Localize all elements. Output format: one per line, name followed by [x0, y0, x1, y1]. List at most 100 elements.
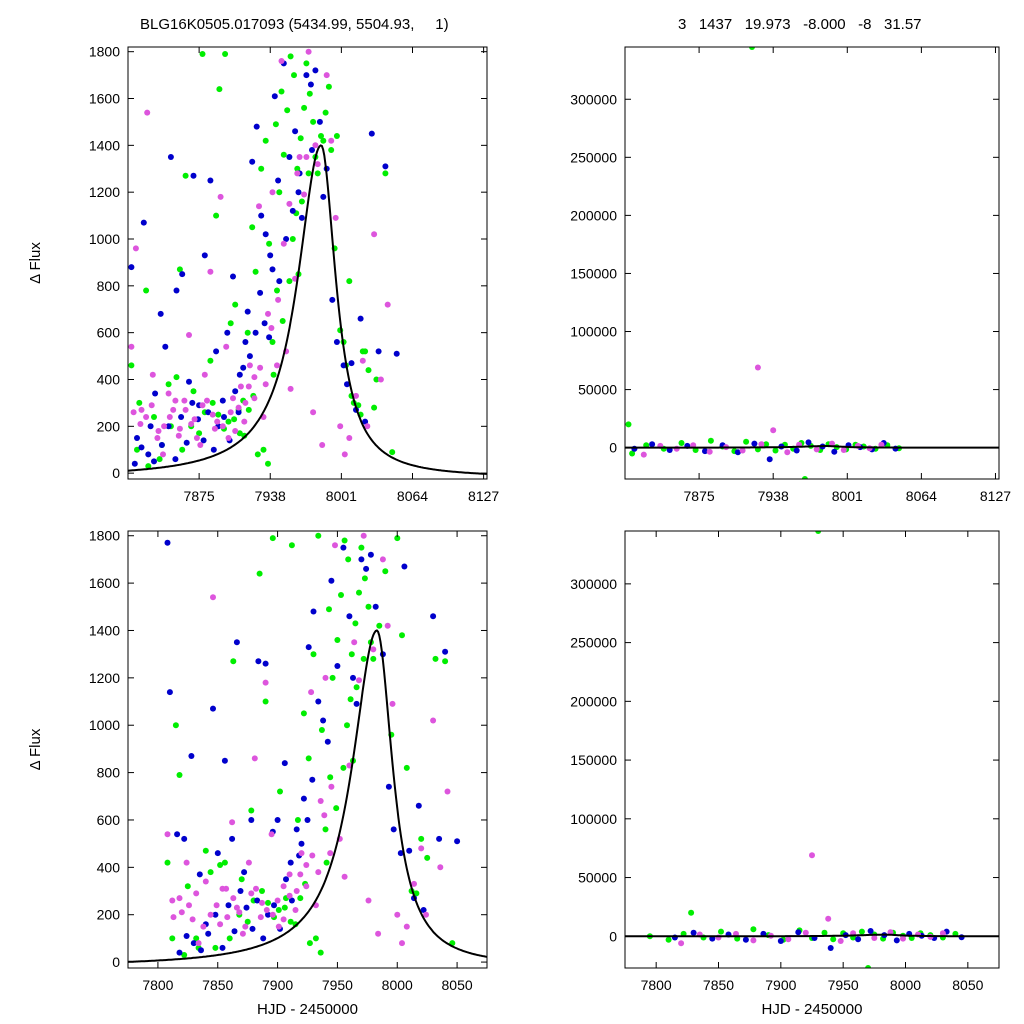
data-point — [356, 589, 362, 596]
x-tick-label: 8000 — [890, 977, 921, 993]
data-point — [702, 448, 708, 455]
data-point — [154, 435, 161, 441]
data-point — [362, 348, 369, 355]
data-point — [324, 738, 331, 745]
data-point — [169, 897, 176, 904]
y-tick-label: 1600 — [89, 575, 120, 591]
data-point — [262, 698, 269, 705]
data-point — [164, 539, 171, 546]
data-point — [262, 679, 269, 686]
data-point — [323, 72, 330, 79]
data-point — [297, 895, 304, 902]
data-point — [286, 200, 293, 207]
y-tick-label: 800 — [97, 765, 121, 781]
data-point — [209, 411, 216, 418]
plot-frame — [624, 530, 1000, 969]
x-tick-label: 8050 — [952, 977, 983, 993]
data-point — [287, 53, 294, 60]
data-point — [260, 446, 267, 453]
data-point — [138, 406, 145, 413]
data-point — [213, 348, 220, 355]
data-point — [184, 883, 191, 890]
data-point — [678, 440, 685, 446]
data-point — [249, 224, 256, 231]
data-point — [275, 907, 282, 913]
data-point — [320, 193, 327, 200]
data-point — [253, 885, 259, 892]
data-point — [221, 757, 228, 764]
data-point — [424, 854, 431, 861]
data-point — [347, 696, 354, 703]
data-point — [360, 655, 367, 662]
data-point — [182, 172, 189, 179]
data-point — [411, 880, 417, 887]
data-point — [239, 930, 246, 937]
data-point — [444, 788, 451, 795]
data-point — [292, 907, 299, 913]
data-point — [269, 266, 276, 273]
data-point — [368, 130, 375, 137]
data-point — [418, 835, 425, 842]
data-point — [269, 535, 276, 542]
data-point — [248, 807, 255, 814]
data-point — [430, 613, 437, 620]
data-point — [202, 847, 209, 854]
data-point — [286, 871, 293, 878]
data-point — [265, 460, 271, 467]
data-point — [280, 916, 287, 923]
data-point — [770, 427, 777, 434]
data-point — [373, 376, 380, 383]
data-point — [219, 885, 226, 892]
data-point — [303, 60, 310, 67]
x-tick-label: 7950 — [828, 977, 859, 993]
data-point — [265, 911, 271, 918]
data-point — [232, 428, 239, 434]
data-point — [257, 914, 264, 921]
data-point — [348, 651, 355, 658]
data-point — [183, 859, 190, 866]
data-point — [212, 944, 219, 951]
data-point — [209, 399, 216, 406]
data-point — [132, 245, 139, 252]
data-point — [706, 448, 713, 455]
x-tick-label: 7950 — [322, 977, 353, 993]
data-point — [403, 764, 410, 771]
data-point — [893, 937, 900, 944]
data-point — [813, 446, 820, 453]
data-point — [280, 883, 287, 890]
data-point — [287, 385, 294, 392]
x-tick-label: 7800 — [641, 977, 672, 993]
data-point — [401, 563, 408, 570]
data-point — [332, 542, 338, 549]
data-point — [309, 147, 315, 153]
data-point — [437, 864, 444, 871]
data-point — [128, 362, 135, 369]
data-point — [172, 722, 179, 729]
data-point — [176, 949, 183, 956]
data-point — [235, 404, 242, 411]
data-point — [784, 449, 791, 456]
data-point — [210, 446, 217, 453]
data-point — [379, 556, 386, 563]
data-point — [138, 444, 145, 451]
data-point — [337, 423, 344, 430]
data-point — [293, 826, 300, 833]
data-point — [245, 383, 252, 390]
data-point — [334, 637, 341, 643]
plot-frame — [127, 46, 488, 480]
data-point — [198, 947, 204, 954]
data-point — [743, 438, 750, 445]
data-point — [181, 835, 188, 842]
data-point — [186, 378, 192, 385]
data-points — [646, 531, 965, 968]
data-point — [190, 940, 197, 947]
data-point — [274, 897, 281, 904]
x-tick-label: 7900 — [262, 977, 293, 993]
data-point — [298, 214, 305, 221]
data-point — [304, 817, 311, 823]
data-point — [249, 925, 256, 932]
data-point — [707, 437, 714, 444]
data-point — [344, 381, 350, 388]
panel-bottom-left: 0 200 400 600 800 1000 1200 1400 1600 1800 7800 785… — [27, 528, 488, 1018]
y-tick-label: 0 — [609, 440, 617, 456]
